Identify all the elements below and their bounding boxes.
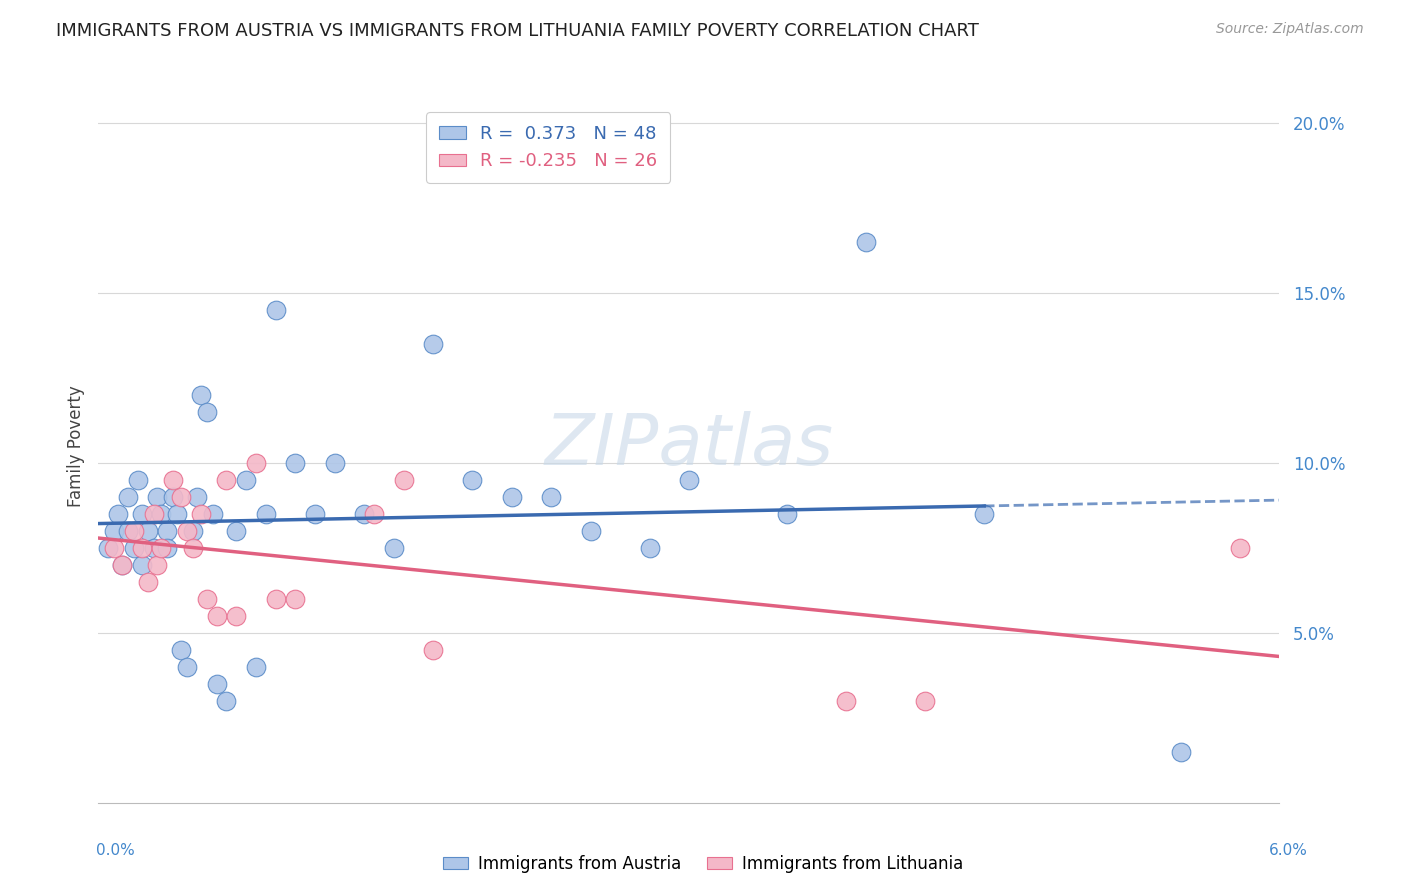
Point	[146, 490, 169, 504]
Point	[181, 524, 204, 538]
Point	[103, 541, 125, 555]
Point	[176, 524, 198, 538]
Point	[835, 694, 858, 708]
Point	[304, 507, 326, 521]
Point	[323, 456, 346, 470]
Point	[776, 507, 799, 521]
Point	[254, 507, 277, 521]
Text: ZIPatlas: ZIPatlas	[544, 411, 834, 481]
Point	[111, 558, 134, 572]
Point	[461, 473, 484, 487]
Point	[136, 524, 159, 538]
Point	[235, 473, 257, 487]
Point	[170, 490, 193, 504]
Point	[392, 473, 415, 487]
Point	[117, 524, 139, 538]
Point	[264, 303, 287, 318]
Point	[284, 456, 307, 470]
Point	[914, 694, 936, 708]
Point	[205, 608, 228, 623]
Point	[215, 694, 238, 708]
Point	[190, 507, 212, 521]
Point	[150, 541, 173, 555]
Point	[162, 473, 184, 487]
Text: Source: ZipAtlas.com: Source: ZipAtlas.com	[1216, 22, 1364, 37]
Point	[142, 541, 165, 555]
Point	[117, 490, 139, 504]
Point	[284, 591, 307, 606]
Point	[122, 524, 145, 538]
Point	[501, 490, 523, 504]
Point	[855, 235, 877, 249]
Legend: R =  0.373   N = 48, R = -0.235   N = 26: R = 0.373 N = 48, R = -0.235 N = 26	[426, 112, 671, 183]
Point	[103, 524, 125, 538]
Point	[225, 524, 247, 538]
Point	[156, 524, 179, 538]
Point	[245, 456, 267, 470]
Point	[678, 473, 700, 487]
Legend: Immigrants from Austria, Immigrants from Lithuania: Immigrants from Austria, Immigrants from…	[437, 848, 969, 880]
Point	[142, 507, 165, 521]
Point	[156, 541, 179, 555]
Point	[190, 388, 212, 402]
Point	[136, 574, 159, 589]
Point	[638, 541, 661, 555]
Point	[131, 558, 153, 572]
Point	[122, 541, 145, 555]
Point	[579, 524, 602, 538]
Point	[97, 541, 120, 555]
Point	[1229, 541, 1251, 555]
Point	[127, 473, 149, 487]
Point	[973, 507, 995, 521]
Point	[181, 541, 204, 555]
Text: IMMIGRANTS FROM AUSTRIA VS IMMIGRANTS FROM LITHUANIA FAMILY POVERTY CORRELATION : IMMIGRANTS FROM AUSTRIA VS IMMIGRANTS FR…	[56, 22, 979, 40]
Text: 6.0%: 6.0%	[1268, 843, 1308, 857]
Point	[382, 541, 405, 555]
Point	[107, 507, 129, 521]
Point	[111, 558, 134, 572]
Point	[205, 677, 228, 691]
Point	[170, 643, 193, 657]
Point	[176, 660, 198, 674]
Y-axis label: Family Poverty: Family Poverty	[66, 385, 84, 507]
Point	[150, 507, 173, 521]
Point	[353, 507, 375, 521]
Point	[422, 337, 444, 351]
Point	[225, 608, 247, 623]
Point	[162, 490, 184, 504]
Point	[245, 660, 267, 674]
Point	[201, 507, 224, 521]
Point	[264, 591, 287, 606]
Point	[363, 507, 385, 521]
Point	[146, 558, 169, 572]
Point	[215, 473, 238, 487]
Point	[195, 591, 218, 606]
Point	[422, 643, 444, 657]
Point	[131, 541, 153, 555]
Point	[1170, 745, 1192, 759]
Text: 0.0%: 0.0%	[96, 843, 135, 857]
Point	[540, 490, 562, 504]
Point	[195, 405, 218, 419]
Point	[186, 490, 208, 504]
Point	[131, 507, 153, 521]
Point	[166, 507, 188, 521]
